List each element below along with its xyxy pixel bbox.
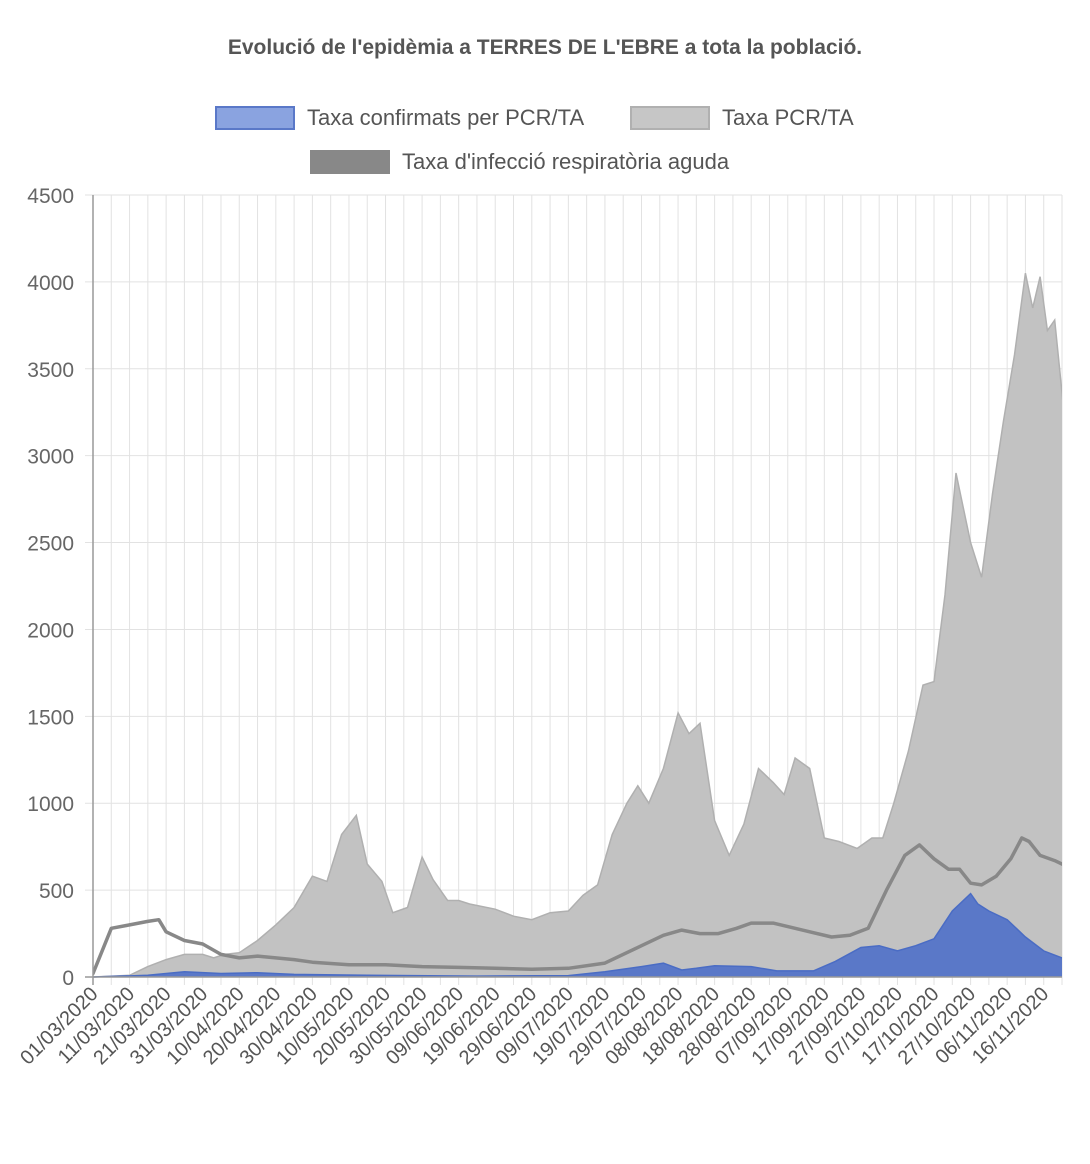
- legend-swatch-confirmats: [215, 106, 295, 130]
- legend-swatch-ira: [310, 150, 390, 174]
- y-tick-label: 4000: [27, 272, 74, 295]
- legend-label-ira: Taxa d'infecció respiratòria aguda: [402, 149, 730, 174]
- legend-label-pcr: Taxa PCR/TA: [722, 105, 854, 130]
- legend-item-pcr[interactable]: Taxa PCR/TA: [630, 105, 854, 131]
- series-outline-0: [93, 892, 1062, 978]
- y-tick-label: 500: [39, 880, 74, 903]
- legend-item-confirmats[interactable]: Taxa confirmats per PCR/TA: [215, 105, 584, 131]
- legend-label-confirmats: Taxa confirmats per PCR/TA: [307, 105, 585, 130]
- chart-title: Evolució de l'epidèmia a TERRES DE L'EBR…: [227, 36, 863, 59]
- y-tick-label: 3000: [27, 446, 74, 469]
- series-group: [93, 273, 1062, 978]
- legend-swatch-pcr: [630, 106, 710, 130]
- legend-item-ira[interactable]: Taxa d'infecció respiratòria aguda: [310, 149, 729, 175]
- y-tick-label: 3500: [27, 359, 74, 382]
- y-tick-label: 1000: [27, 793, 74, 816]
- y-tick-label: 4500: [27, 185, 74, 208]
- series-line-2: [93, 836, 1062, 976]
- y-tick-label: 2500: [27, 533, 74, 556]
- series-area-0: [93, 893, 1062, 977]
- y-tick-label: 0: [62, 967, 74, 990]
- y-tick-label: 2000: [27, 619, 74, 642]
- series-outline-1: [93, 273, 1062, 978]
- y-tick-label: 1500: [27, 706, 74, 729]
